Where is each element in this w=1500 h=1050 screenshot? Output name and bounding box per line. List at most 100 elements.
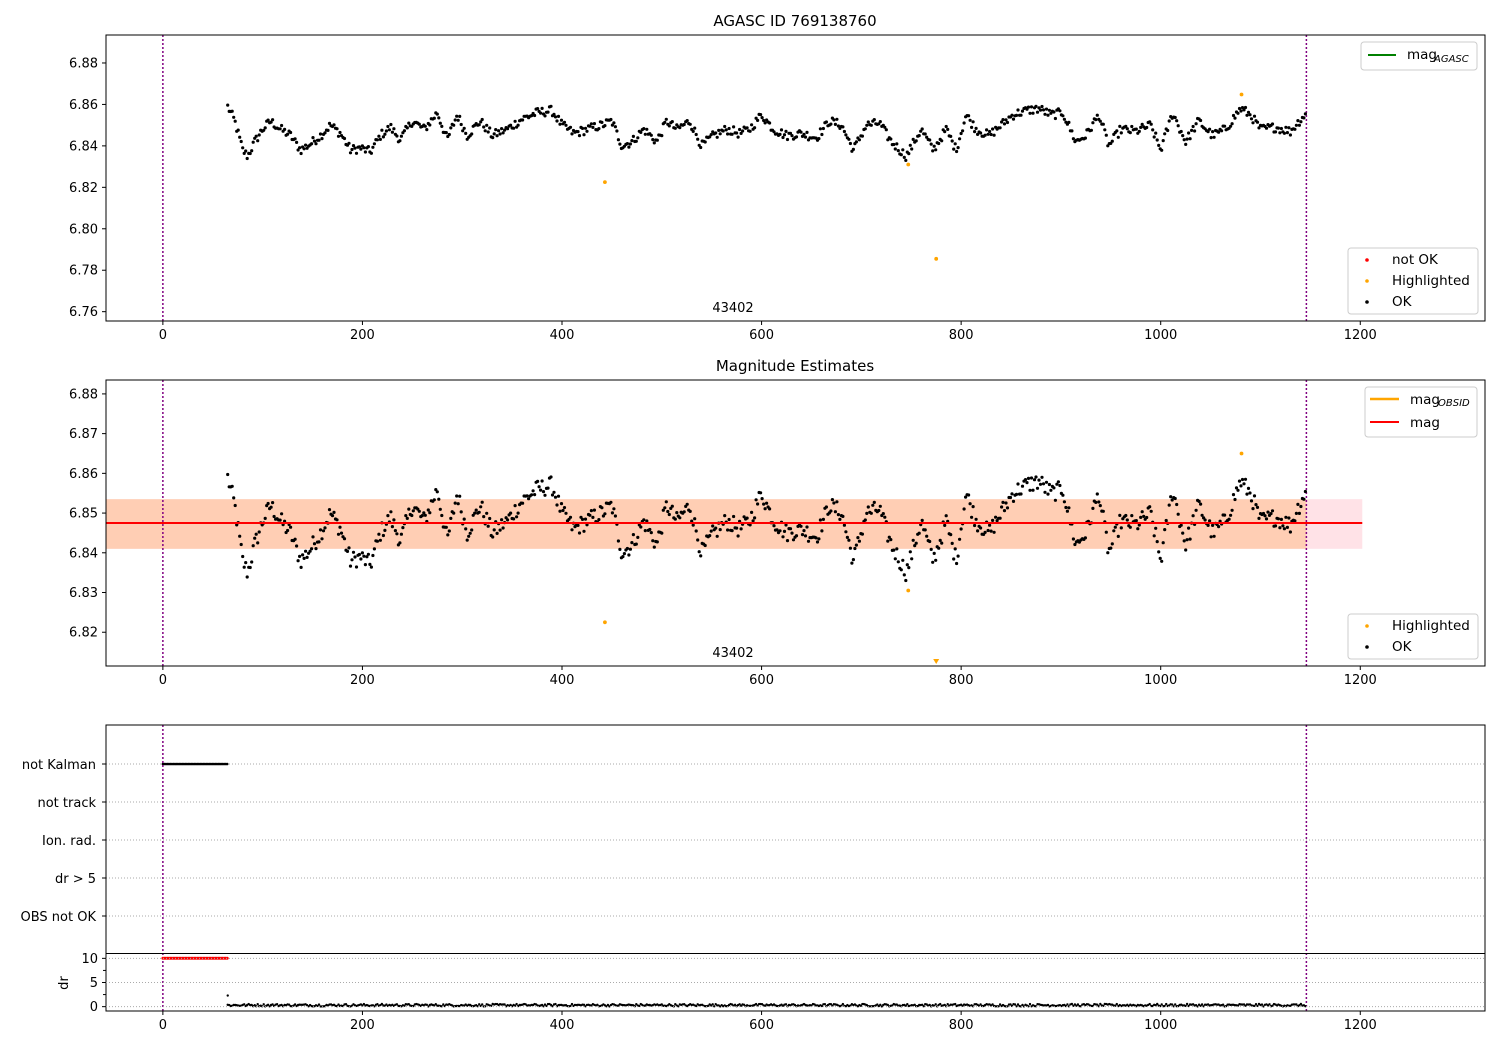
ok-point: [886, 539, 890, 543]
ok-point: [435, 112, 439, 116]
ok-point: [913, 544, 917, 548]
ok-point: [988, 129, 992, 134]
ok-point: [411, 509, 415, 513]
ok-point: [1200, 513, 1204, 517]
ok-point: [588, 513, 592, 517]
ok-point: [1046, 113, 1050, 117]
ok-point: [1113, 525, 1117, 529]
ok-point: [726, 132, 730, 136]
dr-point: [913, 1003, 916, 1006]
y-tick-label: 6.84: [69, 546, 98, 561]
ok-point: [233, 503, 237, 508]
ok-point: [673, 517, 677, 521]
dr-point: [317, 1003, 321, 1006]
ok-point: [863, 127, 867, 131]
ok-point: [456, 502, 460, 506]
ok-point: [296, 148, 300, 152]
ok-point: [1139, 125, 1143, 129]
ok-point: [420, 514, 424, 518]
ok-point: [1011, 117, 1016, 121]
ok-point: [923, 132, 927, 136]
ok-point: [986, 528, 990, 533]
ok-point: [1155, 540, 1159, 544]
ok-point: [302, 147, 306, 151]
ok-point: [1169, 495, 1173, 499]
ok-point: [1239, 484, 1243, 488]
ok-point: [782, 133, 787, 137]
ok-point: [727, 126, 731, 131]
ok-point: [675, 510, 679, 515]
ok-point: [1104, 133, 1108, 137]
ok-point: [405, 126, 409, 130]
ok-point: [390, 525, 394, 529]
legend-subscript: AGASC: [1433, 54, 1469, 65]
ok-point: [802, 132, 806, 136]
ok-point: [857, 539, 862, 543]
ok-point: [821, 126, 826, 131]
ok-point: [338, 130, 342, 135]
ok-point: [336, 134, 341, 138]
ok-point: [854, 140, 859, 144]
dr-point: [922, 1005, 925, 1008]
ok-point: [955, 149, 959, 154]
ok-point: [585, 129, 589, 133]
ok-point: [1128, 525, 1132, 529]
ok-point: [1110, 139, 1114, 143]
ok-point: [928, 539, 932, 544]
ok-point: [911, 137, 915, 141]
ok-point: [788, 131, 793, 135]
ok-point: [1246, 110, 1251, 114]
ok-point: [238, 534, 242, 538]
ok-point: [803, 135, 808, 139]
ok-point: [583, 517, 588, 521]
x-tick-label: 0: [159, 673, 167, 688]
ok-point: [730, 132, 734, 136]
ok-point: [929, 142, 933, 146]
ok-point: [1276, 126, 1280, 130]
ok-point: [1263, 514, 1267, 518]
dr-point: [596, 1003, 599, 1006]
ok-point: [242, 151, 246, 155]
ok-point: [516, 123, 520, 127]
ok-point: [453, 118, 457, 122]
dr-point: [262, 1003, 265, 1006]
ok-point: [395, 134, 399, 138]
ok-point: [377, 134, 381, 138]
ok-point: [1299, 504, 1303, 509]
highlighted-point: [906, 588, 911, 593]
ok-point: [643, 132, 647, 136]
ok-point: [1148, 120, 1152, 124]
ok-point: [1029, 476, 1034, 480]
ok-point: [1056, 480, 1060, 484]
ok-point: [696, 538, 700, 542]
ok-point: [871, 503, 875, 507]
ok-point: [1152, 135, 1156, 139]
ok-point: [661, 508, 665, 512]
ok-point: [848, 546, 853, 550]
ok-point: [1243, 105, 1248, 110]
ok-point: [901, 558, 905, 562]
highlighted-point: [1239, 451, 1244, 456]
ok-point: [498, 132, 502, 136]
ok-point: [588, 124, 592, 128]
ok-point: [1285, 131, 1289, 135]
ok-point: [932, 551, 936, 556]
ok-point: [366, 145, 370, 149]
ok-point: [446, 533, 450, 537]
ok-point: [732, 514, 736, 519]
ok-point: [1230, 508, 1234, 512]
dr-point: [1174, 1003, 1177, 1006]
ok-point: [561, 508, 565, 513]
ok-point: [618, 547, 622, 552]
ok-point: [283, 127, 287, 131]
ok-point: [920, 518, 924, 523]
ok-point: [842, 129, 847, 134]
ok-point: [962, 507, 966, 511]
dr-point: [395, 1003, 399, 1006]
ok-point: [931, 560, 935, 564]
dr-point: [1028, 1002, 1032, 1006]
ok-point: [1231, 113, 1236, 118]
dr-point: [1016, 1003, 1020, 1006]
ok-point: [321, 529, 326, 533]
ok-point: [1052, 486, 1056, 490]
